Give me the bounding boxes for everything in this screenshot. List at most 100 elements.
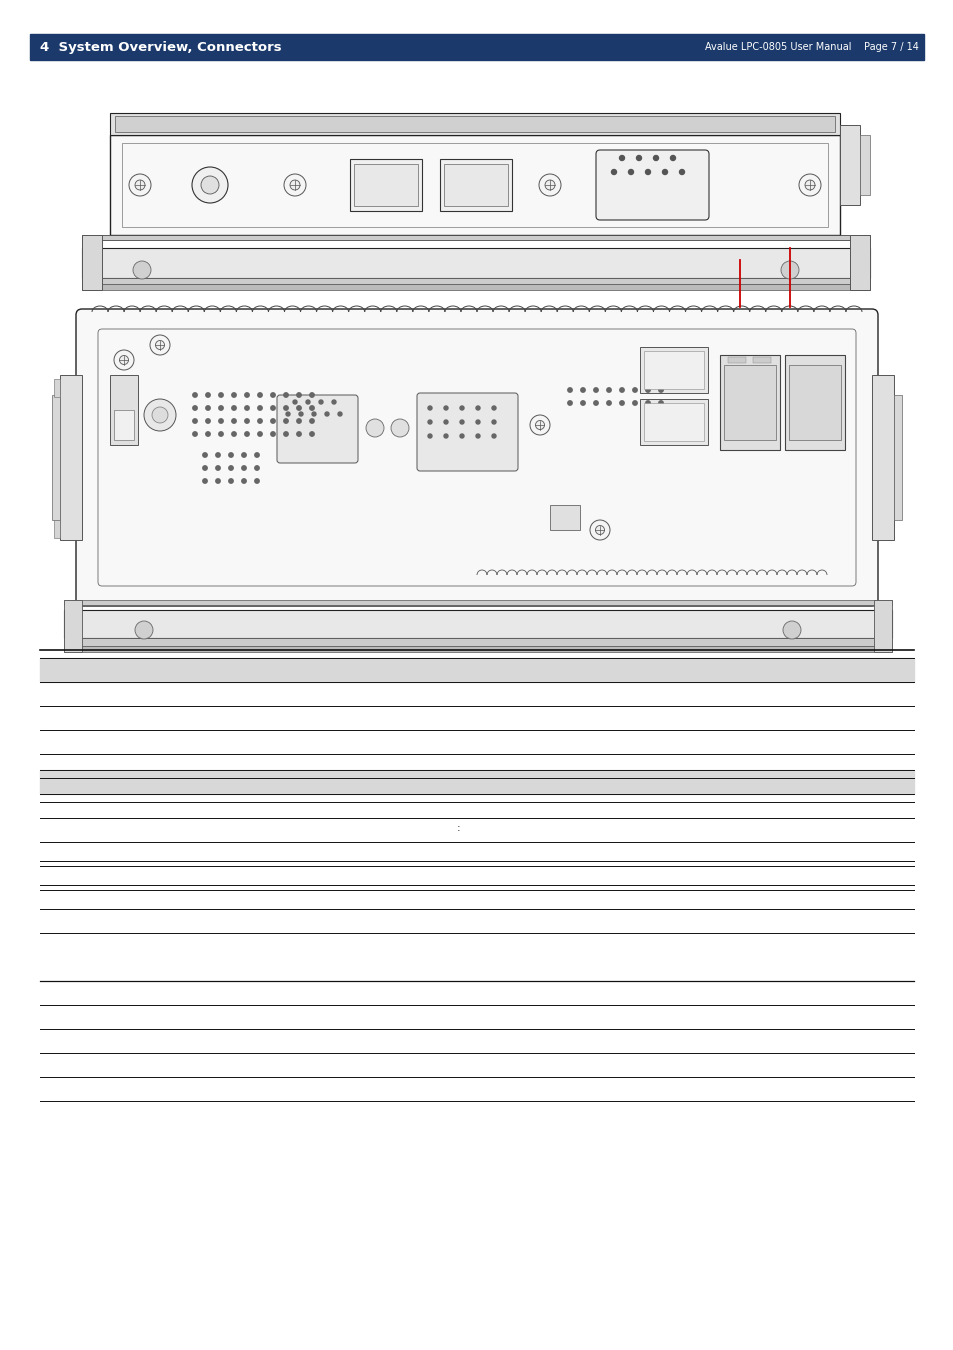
Circle shape — [443, 420, 448, 424]
Circle shape — [318, 400, 323, 404]
Bar — [784, 355, 844, 450]
FancyBboxPatch shape — [276, 396, 357, 463]
Bar — [893, 396, 901, 520]
Circle shape — [443, 433, 448, 437]
Circle shape — [337, 412, 341, 416]
Circle shape — [544, 180, 555, 190]
Circle shape — [232, 406, 236, 410]
Circle shape — [659, 387, 662, 393]
Circle shape — [325, 412, 329, 416]
Circle shape — [193, 406, 197, 410]
Circle shape — [310, 393, 314, 397]
Circle shape — [232, 418, 236, 423]
Circle shape — [286, 412, 290, 416]
Circle shape — [241, 452, 246, 458]
Circle shape — [619, 401, 623, 405]
Circle shape — [619, 387, 623, 393]
Bar — [82, 248, 869, 278]
Circle shape — [659, 401, 662, 405]
Circle shape — [283, 406, 288, 410]
Circle shape — [332, 400, 335, 404]
Bar — [849, 235, 869, 290]
Bar — [639, 400, 707, 446]
Text: :: : — [456, 824, 460, 833]
Circle shape — [245, 432, 249, 436]
Circle shape — [129, 174, 151, 196]
Circle shape — [254, 466, 259, 470]
Bar — [354, 163, 417, 207]
Circle shape — [257, 432, 262, 436]
Circle shape — [492, 433, 496, 437]
Text: Avalue LPC-0805 User Manual    Page 7 / 14: Avalue LPC-0805 User Manual Page 7 / 14 — [704, 42, 918, 53]
Circle shape — [241, 466, 246, 470]
Circle shape — [283, 432, 288, 436]
Bar — [82, 235, 102, 290]
Circle shape — [443, 406, 448, 410]
Circle shape — [206, 393, 210, 397]
Circle shape — [636, 155, 640, 161]
Circle shape — [782, 621, 801, 639]
Circle shape — [628, 170, 633, 174]
Circle shape — [215, 479, 220, 483]
Circle shape — [254, 452, 259, 458]
Circle shape — [271, 418, 274, 423]
Circle shape — [150, 335, 170, 355]
Circle shape — [310, 406, 314, 410]
Circle shape — [245, 418, 249, 423]
Circle shape — [271, 406, 274, 410]
Circle shape — [306, 400, 310, 404]
Circle shape — [618, 155, 624, 161]
Circle shape — [203, 466, 207, 470]
Circle shape — [804, 180, 814, 190]
Circle shape — [119, 355, 129, 364]
Circle shape — [428, 433, 432, 437]
Circle shape — [215, 466, 220, 470]
Bar — [64, 599, 82, 652]
Circle shape — [232, 432, 236, 436]
Circle shape — [296, 406, 301, 410]
Circle shape — [595, 525, 604, 535]
Circle shape — [632, 387, 637, 393]
Circle shape — [492, 420, 496, 424]
Circle shape — [611, 170, 616, 174]
Circle shape — [257, 418, 262, 423]
Bar — [64, 639, 891, 647]
Bar — [115, 116, 834, 132]
Bar — [788, 364, 841, 440]
Circle shape — [606, 401, 611, 405]
Circle shape — [567, 401, 572, 405]
Circle shape — [679, 170, 684, 174]
Circle shape — [218, 406, 223, 410]
Circle shape — [206, 418, 210, 423]
Bar — [859, 135, 869, 194]
Circle shape — [201, 176, 219, 194]
Circle shape — [799, 174, 821, 196]
Circle shape — [229, 466, 233, 470]
Circle shape — [206, 406, 210, 410]
Circle shape — [203, 479, 207, 483]
Bar — [82, 284, 869, 290]
Bar — [723, 364, 775, 440]
Circle shape — [135, 621, 152, 639]
Bar — [122, 143, 827, 227]
Bar — [30, 34, 923, 59]
Bar — [840, 126, 859, 205]
Circle shape — [203, 452, 207, 458]
Circle shape — [271, 432, 274, 436]
Circle shape — [218, 393, 223, 397]
Circle shape — [192, 167, 228, 202]
Text: 4  System Overview, Connectors: 4 System Overview, Connectors — [40, 40, 281, 54]
Bar — [82, 278, 869, 283]
Circle shape — [193, 432, 197, 436]
Circle shape — [593, 401, 598, 405]
Bar — [110, 375, 138, 446]
Circle shape — [229, 479, 233, 483]
Bar — [110, 113, 840, 135]
Circle shape — [645, 401, 650, 405]
Circle shape — [144, 400, 175, 431]
FancyBboxPatch shape — [76, 309, 877, 606]
Bar — [873, 599, 891, 652]
Circle shape — [459, 406, 463, 410]
Bar — [752, 356, 770, 363]
Bar — [64, 610, 891, 639]
